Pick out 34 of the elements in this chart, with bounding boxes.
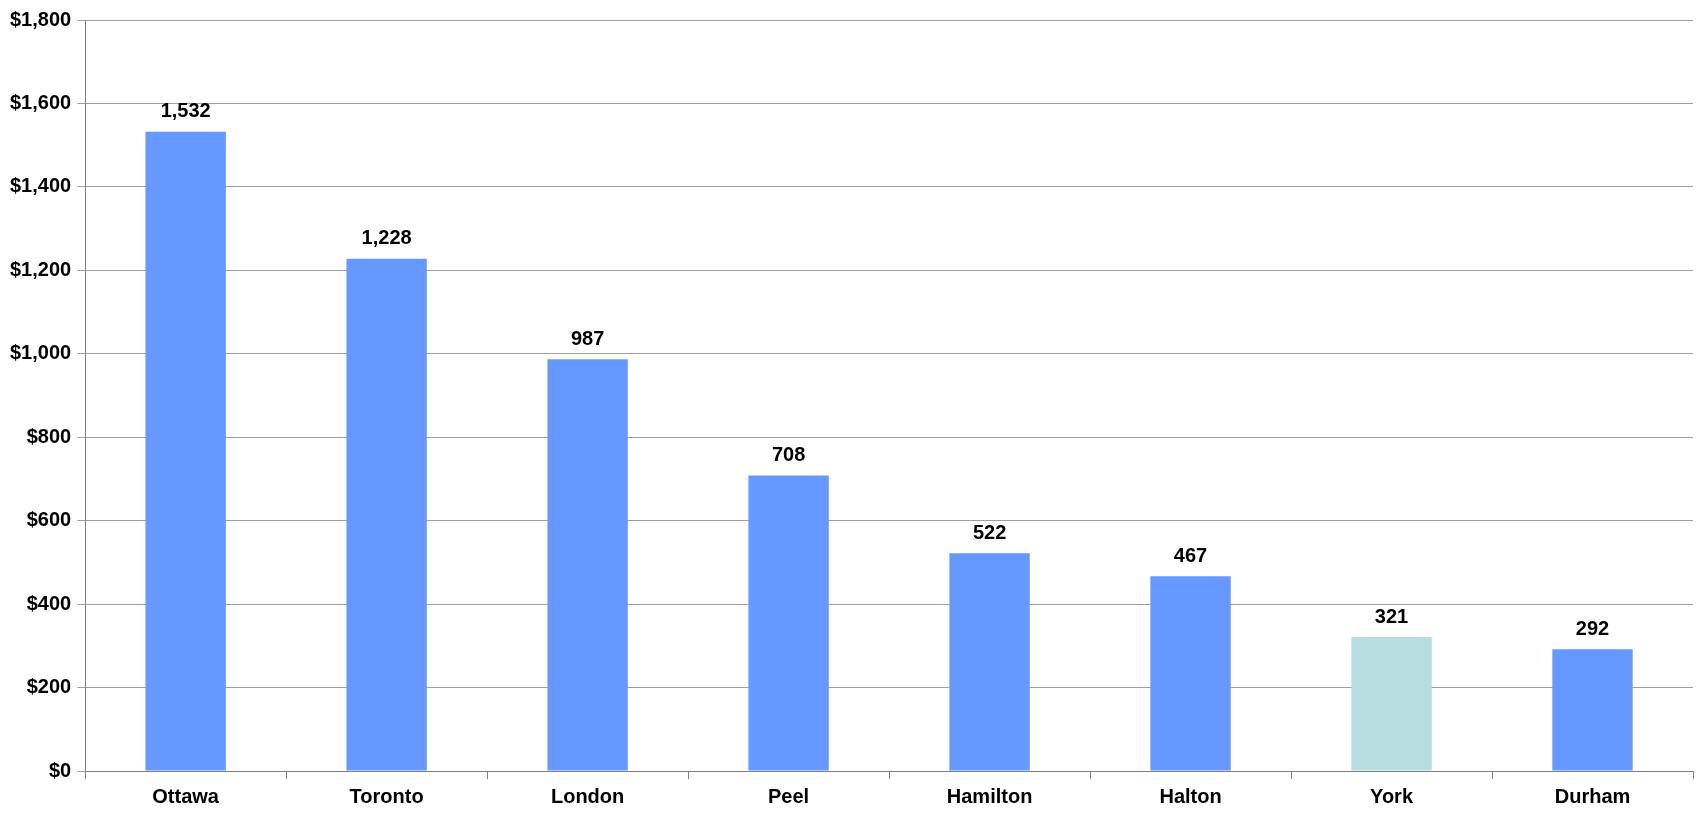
- bar: [1351, 637, 1432, 771]
- data-label: 1,532: [160, 99, 211, 122]
- y-tick-label: $0: [48, 758, 72, 781]
- bar: [547, 359, 628, 771]
- bar: [1552, 649, 1633, 771]
- data-label: 467: [1173, 543, 1208, 566]
- data-label: 321: [1374, 604, 1409, 627]
- x-tick-label: Toronto: [349, 784, 424, 807]
- bar: [949, 553, 1030, 771]
- x-tick-label: Peel: [768, 784, 810, 807]
- x-tick-label: Ottawa: [152, 784, 220, 807]
- y-tick-label: $1,000: [10, 341, 72, 364]
- x-tick-label: Durham: [1554, 784, 1631, 807]
- y-tick-label: $800: [26, 424, 72, 447]
- data-label: 292: [1575, 616, 1610, 639]
- x-tick-label: York: [1370, 784, 1414, 807]
- y-tick-label: $1,400: [10, 174, 72, 197]
- y-tick-label: $1,200: [10, 257, 72, 280]
- y-tick-label: $200: [26, 675, 72, 698]
- y-tick-label: $1,600: [10, 90, 72, 113]
- y-tick-label: $600: [26, 508, 72, 531]
- data-label: 708: [771, 443, 806, 466]
- data-label: 1,228: [361, 226, 412, 249]
- bar: [346, 258, 427, 771]
- bar: [748, 475, 829, 771]
- x-tick-label: Hamilton: [946, 784, 1033, 807]
- x-tick-label: London: [550, 784, 625, 807]
- y-tick-label: $400: [26, 591, 72, 614]
- bar: [145, 131, 226, 771]
- y-tick-label: $1,800: [10, 7, 72, 30]
- bar: [1150, 576, 1231, 771]
- data-label: 987: [570, 326, 605, 349]
- data-label: 522: [972, 520, 1007, 543]
- x-tick-label: Halton: [1159, 784, 1222, 807]
